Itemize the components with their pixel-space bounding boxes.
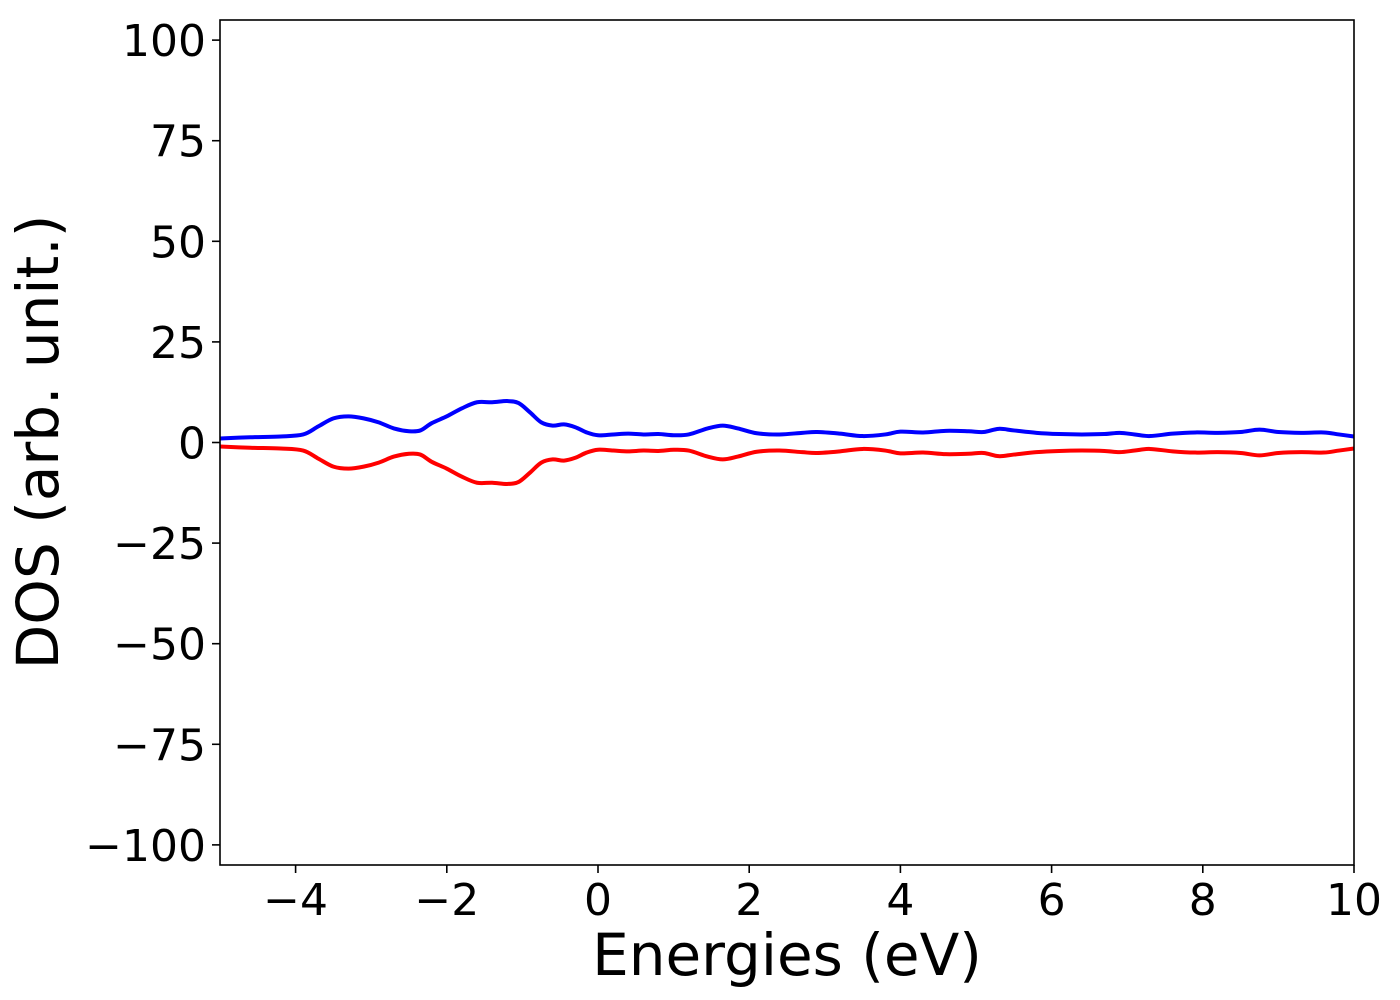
y-axis-ticks: 100 75 50 25 0 −25 −50 −75 −100 xyxy=(85,16,220,872)
x-tick-label: 0 xyxy=(584,875,612,926)
x-axis-ticks: −4 −2 0 2 4 6 8 10 xyxy=(263,865,1382,926)
x-axis-label: Energies (eV) xyxy=(592,921,982,989)
x-tick-label: −4 xyxy=(263,875,328,926)
y-tick-label: −100 xyxy=(85,821,206,872)
series-line-1 xyxy=(219,399,1355,441)
y-tick-label: 75 xyxy=(150,117,206,168)
x-tick-label: 10 xyxy=(1326,875,1382,926)
y-tick-label: 50 xyxy=(150,217,206,268)
x-tick-label: 6 xyxy=(1038,875,1066,926)
x-tick-label: 2 xyxy=(735,875,763,926)
plot-frame xyxy=(219,19,1355,866)
y-tick-label: −50 xyxy=(113,620,206,671)
series-line-2 xyxy=(219,444,1355,486)
y-tick-label: 0 xyxy=(178,419,206,470)
y-tick-label: 100 xyxy=(122,16,206,67)
y-tick-label: −75 xyxy=(113,720,206,771)
y-tick-label: −25 xyxy=(113,519,206,570)
x-tick-label: 4 xyxy=(886,875,914,926)
y-tick-label: 25 xyxy=(150,318,206,369)
y-axis-label: DOS (arb. unit.) xyxy=(4,215,72,670)
x-tick-label: −2 xyxy=(414,875,479,926)
series-layer xyxy=(219,399,1355,486)
x-tick-label: 8 xyxy=(1189,875,1217,926)
